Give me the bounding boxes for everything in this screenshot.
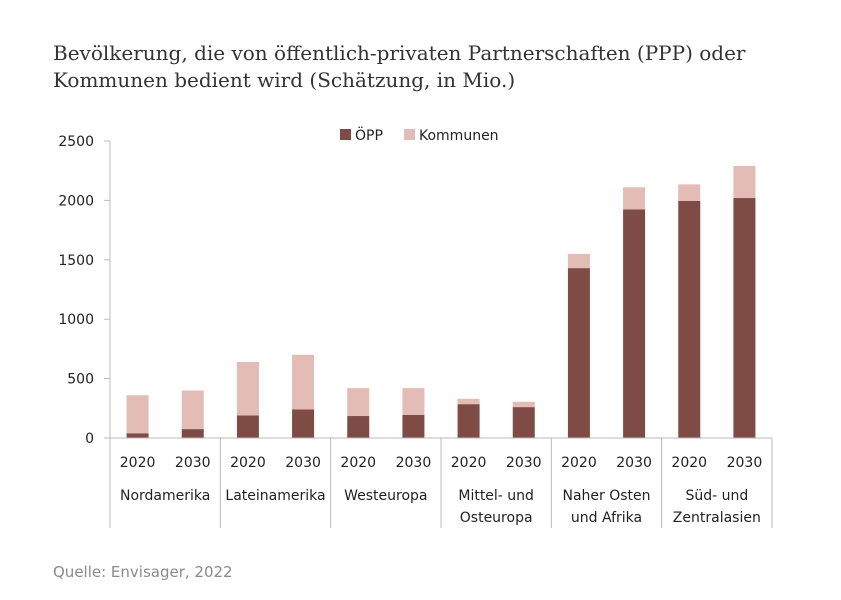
group-label-5-line-1: Zentralasien: [673, 510, 761, 526]
y-tick-label-1500: 1500: [58, 253, 94, 269]
x-tick-label-2-2020: 2020: [340, 455, 376, 471]
legend-label-oepp: ÖPP: [355, 126, 383, 144]
legend-swatch-oepp: [340, 129, 351, 140]
bar-kommunen-0-2020: [126, 395, 149, 434]
bar-oepp-3-2020: [457, 404, 480, 438]
bar-oepp-3-2030: [512, 407, 535, 438]
x-tick-label-5-2020: 2020: [671, 455, 707, 471]
y-axis: 0 500 1000 1500 2000 2500: [58, 134, 111, 447]
bar-oepp-0-2030: [181, 429, 204, 438]
bar-oepp-1-2030: [292, 409, 315, 438]
bar-kommunen-4-2030: [623, 187, 646, 210]
bar-oepp-0-2020: [126, 433, 149, 438]
bar-kommunen-5-2020: [678, 184, 701, 201]
bar-kommunen-3-2020: [457, 398, 480, 405]
legend-swatch-kommunen: [404, 129, 415, 140]
bar-oepp-4-2020: [567, 268, 590, 438]
group-label-5-line-0: Süd- und: [685, 488, 748, 504]
x-tick-label-4-2020: 2020: [561, 455, 597, 471]
bar-oepp-1-2020: [236, 415, 259, 438]
group-label-4-line-1: und Afrika: [571, 510, 642, 526]
group-label-1-line-0: Lateinamerika: [225, 488, 325, 504]
bar-kommunen-4-2020: [567, 253, 590, 269]
legend-label-kommunen: Kommunen: [419, 128, 499, 144]
x-tick-label-5-2030: 2030: [727, 455, 763, 471]
group-label-3-line-0: Mittel- und: [458, 488, 534, 504]
bar-oepp-5-2020: [678, 200, 701, 438]
bar-oepp-4-2030: [623, 209, 646, 438]
x-axis: 2020 2030 Nordamerika 2020 2030 Lateinamerika…: [109, 437, 773, 528]
bar-kommunen-5-2030: [733, 165, 756, 199]
source-note: Quelle: Envisager, 2022: [53, 563, 233, 581]
bar-kommunen-1-2020: [236, 361, 259, 416]
x-tick-label-1-2030: 2030: [285, 455, 321, 471]
y-tick-label-0: 0: [85, 431, 94, 447]
legend: ÖPP Kommunen: [340, 126, 499, 144]
group-label-2-line-0: Westeuropa: [344, 488, 427, 504]
chart-title-line-2: Kommunen bedient wird (Schätzung, in Mio…: [53, 68, 516, 92]
y-tick-label-2000: 2000: [58, 193, 94, 209]
bar-kommunen-0-2030: [181, 390, 204, 430]
bar-kommunen-1-2030: [292, 354, 315, 410]
group-label-3-line-1: Osteuropa: [460, 510, 533, 526]
x-tick-label-0-2030: 2030: [175, 455, 211, 471]
chart-title-line-1: Bevölkerung, die von öffentlich-privaten…: [53, 41, 746, 65]
x-tick-label-4-2030: 2030: [616, 455, 652, 471]
x-tick-label-3-2030: 2030: [506, 455, 542, 471]
plot-background: [100, 140, 772, 438]
group-label-4-line-0: Naher Osten: [562, 488, 650, 504]
y-tick-label-1000: 1000: [58, 312, 94, 328]
bars: [126, 165, 756, 438]
bar-oepp-5-2030: [733, 198, 756, 438]
group-label-0-line-0: Nordamerika: [120, 488, 210, 504]
chart-title: Bevölkerung, die von öffentlich-privaten…: [53, 40, 813, 94]
bar-kommunen-2-2030: [402, 388, 425, 415]
y-tick-label-500: 500: [67, 372, 94, 388]
x-tick-label-1-2020: 2020: [230, 455, 266, 471]
bar-oepp-2-2020: [347, 416, 370, 438]
bar-kommunen-3-2030: [512, 401, 535, 408]
x-tick-label-2-2030: 2030: [396, 455, 432, 471]
bar-oepp-2-2030: [402, 414, 425, 438]
x-tick-label-0-2020: 2020: [120, 455, 156, 471]
x-tick-label-3-2020: 2020: [451, 455, 487, 471]
y-tick-label-2500: 2500: [58, 134, 94, 150]
bar-kommunen-2-2020: [347, 388, 370, 417]
